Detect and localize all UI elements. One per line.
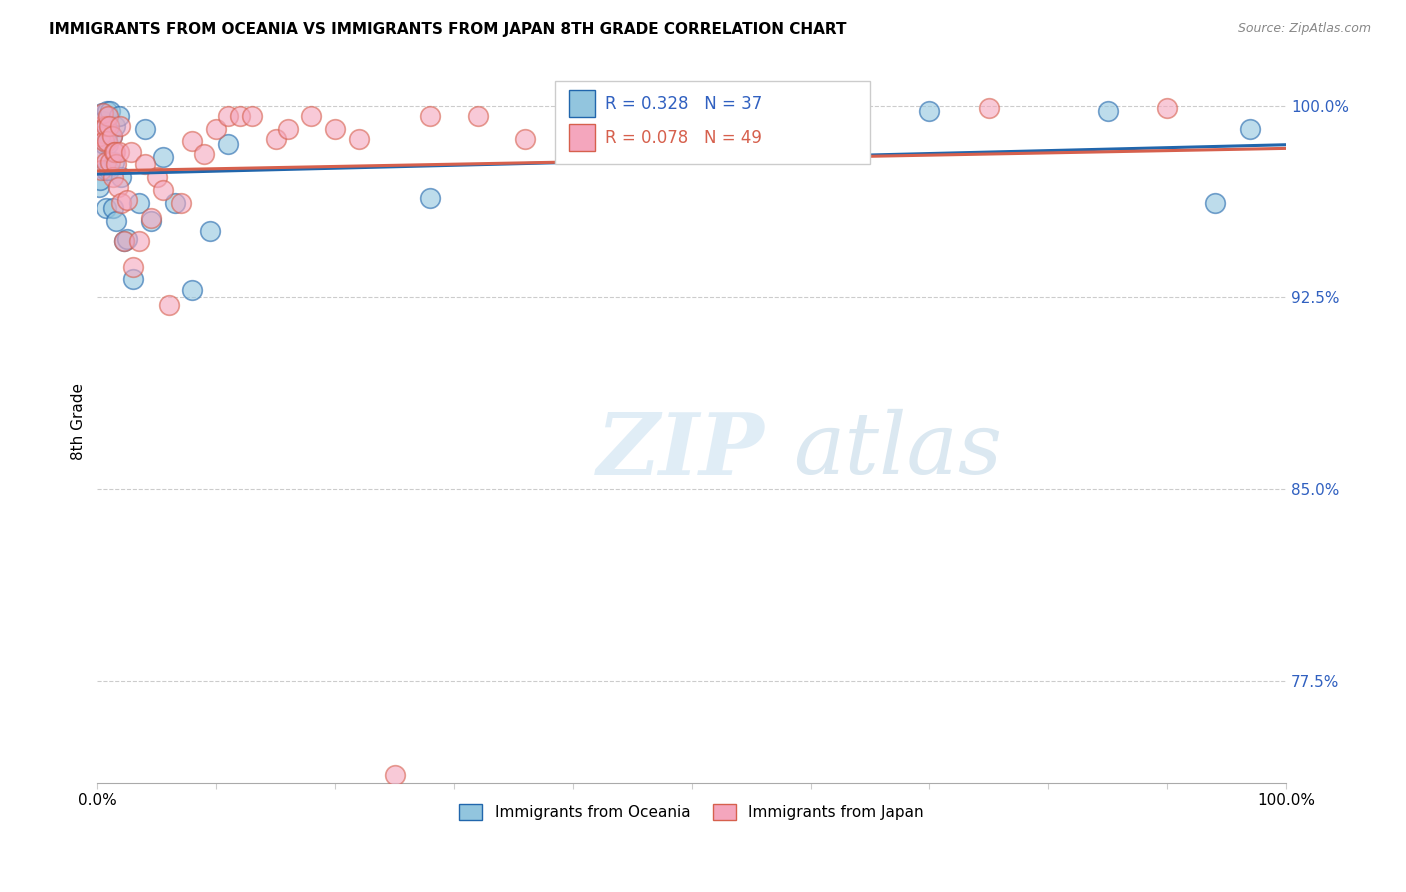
Point	[200, 224, 222, 238]
Point	[240, 109, 263, 123]
Point	[94, 154, 117, 169]
Text: ZIP: ZIP	[596, 409, 765, 492]
Y-axis label: 8th Grade: 8th Grade	[72, 383, 86, 459]
Point	[347, 132, 370, 146]
Point	[146, 170, 169, 185]
FancyBboxPatch shape	[569, 124, 595, 152]
Point	[323, 121, 346, 136]
Point	[181, 135, 204, 149]
Point	[89, 173, 111, 187]
Point	[91, 114, 114, 128]
Point	[115, 231, 138, 245]
Point	[1239, 121, 1261, 136]
Point	[90, 162, 112, 177]
Point	[104, 145, 127, 159]
Point	[104, 119, 127, 133]
Point	[1097, 103, 1119, 118]
Point	[977, 101, 1000, 115]
FancyBboxPatch shape	[569, 90, 595, 118]
Point	[97, 136, 120, 151]
Legend: Immigrants from Oceania, Immigrants from Japan: Immigrants from Oceania, Immigrants from…	[453, 797, 929, 826]
Point	[217, 136, 239, 151]
Point	[87, 180, 110, 194]
FancyBboxPatch shape	[555, 81, 870, 164]
Point	[105, 213, 128, 227]
Point	[918, 103, 941, 118]
Point	[100, 103, 122, 118]
Point	[91, 106, 114, 120]
Point	[139, 211, 162, 225]
Point	[264, 132, 287, 146]
Text: Source: ZipAtlas.com: Source: ZipAtlas.com	[1237, 22, 1371, 36]
Point	[98, 162, 121, 177]
Text: IMMIGRANTS FROM OCEANIA VS IMMIGRANTS FROM JAPAN 8TH GRADE CORRELATION CHART: IMMIGRANTS FROM OCEANIA VS IMMIGRANTS FR…	[49, 22, 846, 37]
Point	[515, 132, 537, 146]
Point	[91, 119, 114, 133]
Point	[299, 109, 322, 123]
Point	[193, 147, 215, 161]
Point	[163, 195, 186, 210]
Point	[103, 145, 125, 159]
Point	[277, 121, 299, 136]
Point	[152, 150, 174, 164]
Point	[1156, 101, 1178, 115]
Point	[128, 195, 150, 210]
Point	[87, 145, 110, 159]
Point	[93, 135, 115, 149]
Point	[122, 272, 145, 286]
Point	[152, 183, 174, 197]
Point	[110, 170, 132, 185]
Point	[139, 213, 162, 227]
Point	[103, 154, 125, 169]
Point	[467, 109, 489, 123]
Text: R = 0.078   N = 49: R = 0.078 N = 49	[605, 128, 762, 146]
Point	[93, 136, 115, 151]
Point	[94, 201, 117, 215]
Point	[101, 201, 124, 215]
Point	[419, 109, 441, 123]
Point	[101, 170, 124, 185]
Point	[134, 121, 156, 136]
Point	[122, 260, 145, 274]
Point	[100, 129, 122, 144]
Point	[384, 768, 406, 782]
Point	[181, 283, 204, 297]
Point	[115, 193, 138, 207]
Point	[128, 234, 150, 248]
Point	[1204, 195, 1226, 210]
Point	[217, 109, 239, 123]
Point	[169, 195, 191, 210]
Point	[94, 162, 117, 177]
Point	[90, 150, 112, 164]
Point	[100, 154, 122, 169]
Point	[91, 106, 114, 120]
Point	[108, 119, 131, 133]
Point	[89, 129, 111, 144]
Point	[110, 195, 132, 210]
Point	[97, 109, 120, 123]
Point	[96, 103, 118, 118]
Point	[107, 145, 129, 159]
Point	[112, 234, 135, 248]
Point	[157, 298, 180, 312]
Point	[229, 109, 252, 123]
Point	[100, 129, 122, 144]
Point	[94, 119, 117, 133]
Point	[107, 109, 129, 123]
Point	[107, 180, 129, 194]
Text: R = 0.328   N = 37: R = 0.328 N = 37	[605, 95, 762, 112]
Point	[112, 234, 135, 248]
Point	[419, 191, 441, 205]
Point	[90, 124, 112, 138]
Point	[120, 145, 142, 159]
Point	[98, 124, 121, 138]
Point	[98, 119, 121, 133]
Point	[105, 157, 128, 171]
Point	[134, 157, 156, 171]
Point	[205, 121, 228, 136]
Text: atlas: atlas	[793, 409, 1002, 491]
Point	[96, 135, 118, 149]
